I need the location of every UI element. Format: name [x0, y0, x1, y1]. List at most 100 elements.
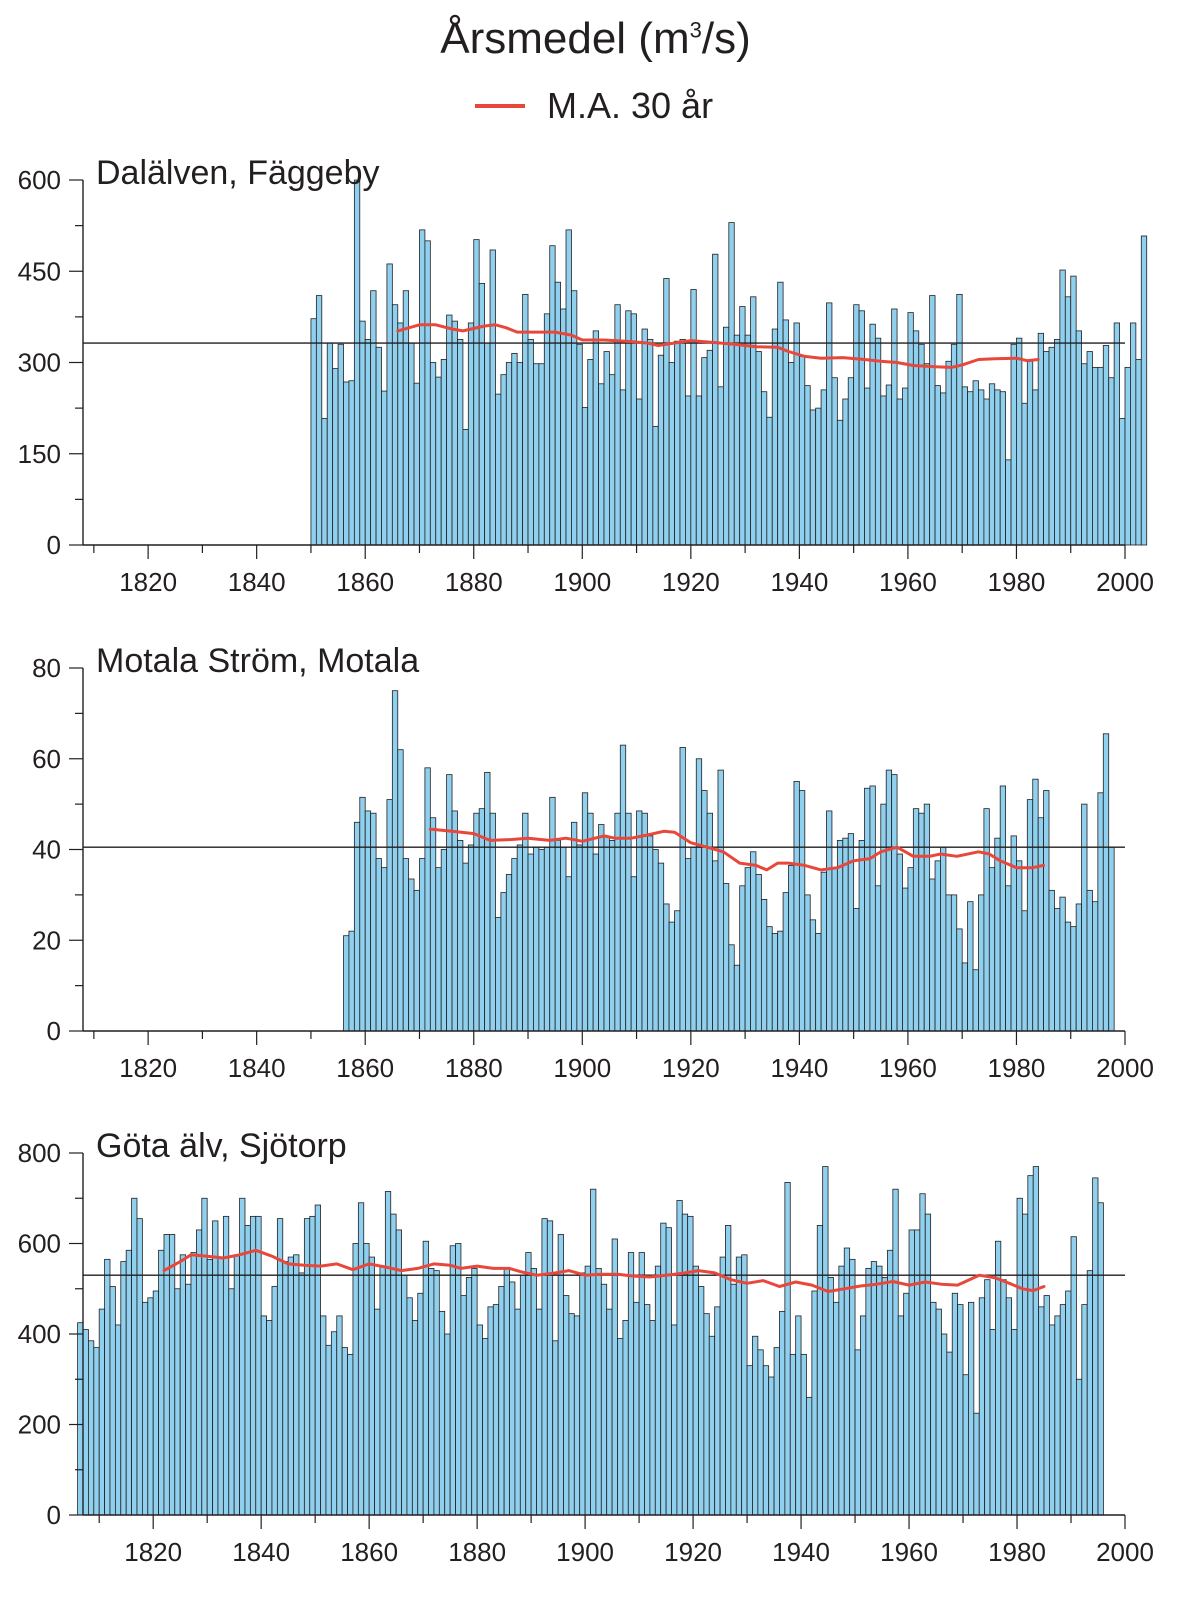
bar [994, 837, 1001, 1032]
bar [929, 295, 936, 546]
bar [668, 921, 675, 1032]
bar [104, 1258, 111, 1516]
bars [77, 1166, 1104, 1516]
bar [798, 790, 806, 1032]
bar [455, 1243, 462, 1516]
x-tick-label: 1840 [232, 1537, 290, 1567]
bar [701, 790, 708, 1032]
bar [482, 1338, 489, 1516]
bar [870, 1261, 878, 1516]
x-tick-label: 1860 [336, 567, 394, 597]
bar [444, 1333, 451, 1516]
bar [109, 1286, 116, 1516]
bar [902, 387, 909, 546]
bar [816, 1225, 824, 1516]
bar [1016, 860, 1023, 1032]
bar [809, 919, 817, 1032]
bar [995, 1240, 1002, 1516]
figure-title-text: Årsmedel (m [440, 14, 690, 63]
bar [885, 769, 893, 1032]
bar [779, 1310, 786, 1516]
bar [516, 362, 523, 546]
bar [429, 817, 437, 1032]
bar [549, 796, 556, 1032]
bar [433, 1270, 440, 1516]
bar [571, 290, 578, 546]
bar [560, 846, 567, 1032]
bar [1119, 418, 1126, 546]
bar [511, 352, 518, 546]
bar [462, 862, 469, 1032]
bar [757, 1349, 764, 1516]
bar [590, 1188, 597, 1516]
bar [1064, 296, 1072, 546]
bar [293, 1254, 300, 1516]
bar [174, 1288, 181, 1516]
figure-title-superscript: 3 [689, 17, 702, 43]
bar [1140, 235, 1148, 546]
chart-title: Dalälven, Fäggeby [96, 154, 380, 192]
bar [723, 883, 730, 1032]
bar [391, 304, 399, 546]
bar [671, 1324, 678, 1516]
bar [695, 758, 703, 1032]
bar [735, 1256, 743, 1516]
bar [451, 320, 458, 546]
bar [476, 1324, 483, 1516]
bar [136, 1218, 143, 1516]
y-tick-label: 20 [32, 925, 61, 955]
bar [1032, 1166, 1040, 1516]
y-tick-label: 600 [18, 165, 61, 195]
bar [806, 1396, 813, 1516]
x-tick-label: 1860 [340, 1537, 398, 1567]
bar [417, 1292, 424, 1516]
bar [1026, 799, 1034, 1032]
bar [630, 876, 637, 1032]
bar [771, 933, 779, 1032]
x-tick-label: 1940 [770, 567, 828, 597]
bar [896, 398, 903, 546]
bar [831, 377, 838, 546]
bar [771, 328, 779, 546]
bar [603, 835, 610, 1032]
bar [471, 1267, 478, 1516]
bar [1043, 351, 1050, 546]
bar [708, 1335, 716, 1516]
bar [554, 281, 561, 546]
bar [212, 1220, 219, 1516]
bar [717, 769, 724, 1032]
bar [1000, 1279, 1007, 1516]
bar [435, 867, 442, 1032]
bar [804, 894, 811, 1032]
bar [446, 314, 453, 546]
bar [674, 910, 681, 1032]
bar [929, 878, 936, 1032]
bar [533, 363, 540, 546]
bar [912, 330, 920, 546]
bar [217, 1256, 224, 1516]
bar [484, 342, 491, 546]
bar [509, 1281, 516, 1516]
bar [530, 1267, 537, 1516]
bar [357, 1202, 365, 1516]
bar [330, 1331, 338, 1516]
bar [978, 894, 985, 1032]
bar [303, 1218, 311, 1516]
bar [419, 858, 426, 1032]
bar [881, 1277, 888, 1516]
bar [249, 1215, 257, 1516]
bar [622, 1320, 629, 1516]
bar [538, 849, 545, 1032]
bar [815, 407, 822, 546]
bar [579, 1272, 586, 1516]
bar [571, 821, 578, 1032]
bar [587, 359, 594, 546]
bar [424, 240, 431, 546]
bar [353, 821, 361, 1032]
bar [712, 860, 719, 1032]
y-tick-label: 0 [47, 530, 61, 560]
bar [1054, 1315, 1061, 1516]
bar [522, 812, 529, 1032]
bar [741, 1254, 748, 1516]
bar [233, 1254, 240, 1516]
